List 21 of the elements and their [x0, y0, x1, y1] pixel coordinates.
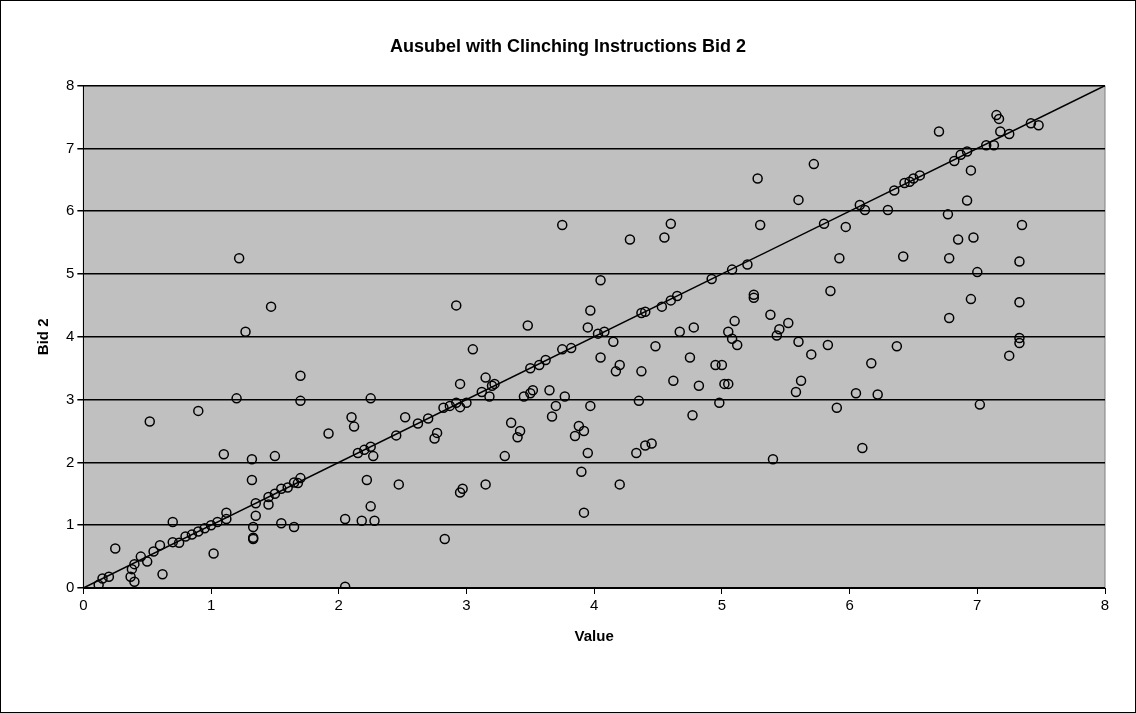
x-tick-label: 1: [206, 596, 216, 614]
x-tick-label: 0: [79, 596, 88, 614]
y-tick-label: 5: [66, 264, 75, 282]
x-tick-label: 8: [1100, 596, 1110, 614]
x-tick-label: 7: [973, 596, 982, 614]
y-tick-label: 0: [66, 578, 75, 596]
x-tick-label: 2: [334, 596, 343, 614]
y-tick-label: 6: [66, 201, 75, 219]
y-axis-title: Bid 2: [34, 318, 52, 356]
y-tick-label: 7: [66, 138, 75, 156]
x-tick-label: 6: [845, 596, 854, 614]
y-tick-label: 8: [66, 75, 75, 93]
x-tick-label: 3: [462, 596, 471, 614]
y-tick-label: 2: [66, 452, 75, 470]
x-axis-title: Value: [574, 627, 614, 645]
y-tick-label: 4: [66, 326, 75, 344]
x-tick-label: 5: [717, 596, 727, 614]
x-tick-label: 4: [590, 596, 599, 614]
chart-title: Ausubel with Clinching Instructions Bid 2: [389, 35, 747, 56]
y-tick-label: 3: [66, 389, 75, 407]
y-tick-label: 1: [66, 515, 75, 533]
